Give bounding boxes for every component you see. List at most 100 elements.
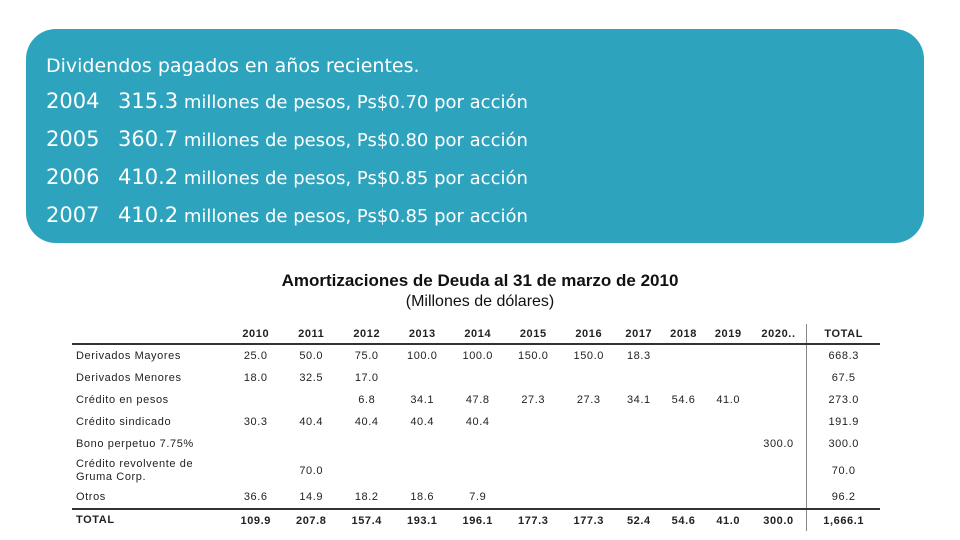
table-cell: 14.9 (299, 491, 324, 503)
table-cell (661, 411, 706, 433)
table-cell: 54.6 (661, 508, 706, 531)
table-cell (450, 433, 506, 455)
dividend-row: 2005 360.7 millones de pesos, Ps$0.80 por… (46, 121, 924, 159)
table-row: Derivados Menores 18.0 32.5 17.0 67.5 (72, 367, 880, 389)
table-cell: 300.0 (750, 508, 807, 531)
table-cell: 40.4 (465, 416, 490, 428)
dividend-amount: 410.2 (118, 203, 179, 227)
table-cell: 27.3 (576, 394, 601, 406)
table-cell (395, 455, 451, 486)
table-cell (339, 455, 395, 486)
table-cell (506, 486, 562, 509)
table-cell (617, 411, 662, 433)
table-row: Crédito en pesos 6.8 34.1 47.8 27.3 27.3 34.1 5… (72, 389, 880, 411)
dividend-amount: 360.7 (118, 127, 179, 151)
table-cell: 157.4 (339, 508, 395, 531)
table-cell (228, 455, 284, 486)
dividend-year: 2007 (46, 203, 100, 227)
dividend-year: 2006 (46, 165, 100, 189)
table-cell: 177.3 (561, 508, 617, 531)
table-total-row: TOTAL 109.9 207.8 157.4 193.1 196.1 177.3 177.3… (72, 508, 880, 531)
table-cell: 34.1 (626, 394, 651, 406)
table-cell: 18.6 (410, 491, 435, 503)
table-body: Derivados Mayores 25.0 50.0 75.0 100.0 100.0 1… (72, 344, 880, 531)
dividend-amount: 315.3 (118, 89, 179, 113)
table-cell: 34.1 (410, 394, 435, 406)
table-cell: 150.0 (517, 350, 549, 362)
table-cell (284, 389, 340, 411)
dividend-year: 2004 (46, 89, 100, 113)
table-row: Derivados Mayores 25.0 50.0 75.0 100.0 100.0 1… (72, 344, 880, 367)
table-row: Crédito sindicado 30.3 40.4 40.4 40.4 40.4 191… (72, 411, 880, 433)
table-cell: 70.0 (299, 464, 324, 477)
column-header: 2016 (561, 324, 617, 345)
row-label: Derivados Mayores (76, 349, 181, 362)
table-cell: 193.1 (394, 508, 450, 531)
table-cell: 96.2 (806, 486, 880, 509)
table-cell: 150.0 (573, 350, 605, 362)
dividend-row: 2007 410.2 millones de pesos, Ps$0.85 por… (46, 197, 924, 235)
table-cell: 54.6 (671, 394, 696, 406)
table-cell (506, 411, 562, 433)
table-cell: 109.9 (228, 508, 284, 531)
table-cell: 75.0 (354, 350, 379, 362)
dividend-text: millones de pesos, Ps$0.70 por acción (178, 92, 528, 113)
table-cell: 100.0 (406, 350, 438, 362)
table-header-row: 2010 2011 2012 2013 2014 2015 2016 2017 … (72, 324, 880, 345)
dividend-text: millones de pesos, Ps$0.85 por acción (178, 168, 528, 189)
table-cell: 273.0 (806, 389, 880, 411)
table-cell: 196.1 (450, 508, 506, 531)
table-cell (339, 433, 395, 455)
table-cell (661, 433, 706, 455)
table-cell: 100.0 (462, 350, 494, 362)
table-cell (751, 344, 807, 367)
table-cell (706, 433, 751, 455)
dividend-row: 2004 315.3 millones de pesos, Ps$0.70 por… (46, 83, 924, 121)
column-header: 2020.. (750, 324, 807, 345)
table-cell: 6.8 (358, 394, 376, 406)
column-header: 2019 (705, 324, 751, 345)
table-cell: 18.3 (626, 350, 651, 362)
table-row: Otros 36.6 14.9 18.2 18.6 7.9 96.2 (72, 486, 880, 509)
table-cell: 36.6 (243, 491, 268, 503)
table-cell: 70.0 (806, 455, 880, 486)
table-cell (751, 486, 807, 509)
table-cell: 30.3 (243, 416, 268, 428)
row-label: Crédito sindicado (76, 415, 172, 428)
row-label: TOTAL (72, 508, 228, 531)
column-header: 2018 (661, 324, 706, 345)
table-cell: 1,666.1 (806, 508, 880, 531)
table-cell: 41.0 (705, 508, 751, 531)
table-cell (228, 389, 284, 411)
table-cell (617, 486, 662, 509)
table-cell (395, 367, 451, 389)
dividends-banner: Dividendos pagados en años recientes. 20… (26, 29, 924, 243)
table-cell: 40.4 (410, 416, 435, 428)
table-cell: 27.3 (521, 394, 546, 406)
column-header: 2017 (616, 324, 662, 345)
table-cell (617, 433, 662, 455)
column-header: 2011 (283, 324, 339, 345)
table-cell (661, 486, 706, 509)
table-cell: 300.0 (763, 438, 794, 450)
table-cell (751, 389, 807, 411)
dividend-text: millones de pesos, Ps$0.80 por acción (178, 130, 528, 151)
debt-table-container: 2010 2011 2012 2013 2014 2015 2016 2017 … (72, 324, 880, 540)
table-cell (706, 455, 751, 486)
table-cell (284, 433, 340, 455)
column-header: 2012 (339, 324, 395, 345)
table-cell: 40.4 (354, 416, 379, 428)
table-cell: 668.3 (806, 344, 880, 367)
table-cell: 177.3 (505, 508, 561, 531)
table-cell (706, 367, 751, 389)
row-label: Crédito en pesos (76, 393, 169, 406)
table-cell (661, 344, 706, 367)
banner-heading: Dividendos pagados en años recientes. (46, 55, 420, 77)
table-cell (506, 433, 562, 455)
table-cell (561, 455, 617, 486)
table-cell (706, 411, 751, 433)
table-cell (751, 367, 807, 389)
table-title: Amortizaciones de Deuda al 31 de marzo d… (281, 271, 679, 290)
table-cell (450, 455, 506, 486)
table-cell: 40.4 (299, 416, 324, 428)
